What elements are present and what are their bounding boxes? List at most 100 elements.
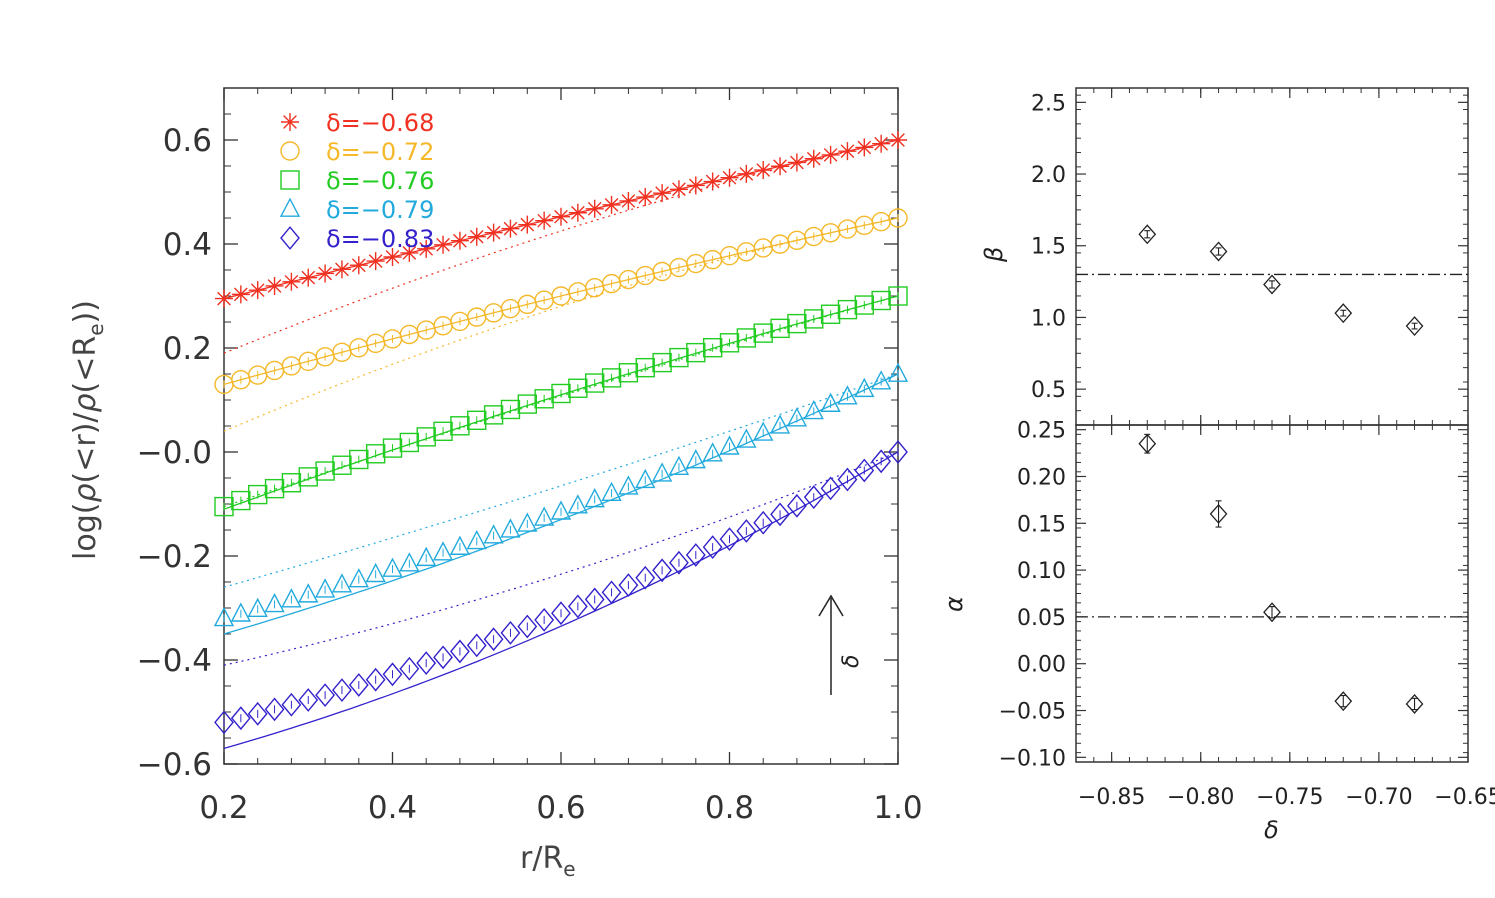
left-xtick-label: 0.2 [199,790,248,826]
delta-arrow-head [818,594,844,617]
ylabel-rho-2: ρ [68,393,103,412]
data-point-marker [618,363,639,383]
data-point-marker [803,485,824,510]
legend-marker [280,170,300,190]
data-point-marker [247,701,268,726]
data-point-marker [652,558,673,583]
diamond-marker [1263,274,1281,295]
data-point-marker [888,208,908,228]
data-point-marker [281,588,302,608]
data-point-marker [433,421,453,442]
data-point-marker [601,481,622,502]
data-point-marker [871,449,892,474]
data-point-marker [466,529,487,550]
left-ylabel: log(ρ(<r)/ρ(<Re)) [68,300,108,560]
legend-label: δ=−0.79 [326,196,434,224]
data-point-marker [652,352,672,373]
right-xtick-label: −0.85 [1078,785,1145,810]
ylabel-part-1: log( [68,503,103,560]
data-point-marker [753,323,773,343]
delta-xlabel: δ [1264,816,1279,844]
ylabel-sub-e: e [84,323,108,335]
data-point-marker [517,394,537,414]
data-point-marker [736,519,757,543]
data-point-marker [786,407,808,427]
model-dotted-curve [223,373,899,588]
data-point-marker [820,476,841,501]
data-point-marker [567,594,588,619]
data-point-marker [804,309,824,329]
data-point-marker [584,587,605,612]
data-point-marker [517,614,538,639]
data-point-marker [281,473,302,493]
data-point-marker [365,444,386,464]
ylabel-part-2: (<r)/ [68,412,103,484]
data-point-marker [837,299,858,320]
data-point-marker [635,565,656,590]
data-point-marker [382,438,403,458]
ylabel-rho-1: ρ [68,483,103,502]
right-ytick-label: 0.25 [1017,419,1066,444]
data-point-marker [382,662,403,687]
right-ytick-label: 0.15 [1017,512,1066,537]
data-point-marker [871,290,891,311]
legend-label: δ=−0.76 [326,167,434,195]
left-xlabel: r/Re [520,841,576,881]
legend-label: δ=−0.83 [326,225,434,253]
data-point-marker [888,440,908,464]
data-point-marker [500,399,521,420]
left-xtick-label: 0.8 [705,790,754,826]
legend-marker [280,226,300,250]
data-point-marker [264,697,285,722]
data-point-marker [450,416,470,436]
right-xtick-label: −0.80 [1167,785,1234,810]
data-point-marker [736,428,757,448]
right-ytick-label: −0.10 [999,746,1066,771]
right-ytick-label: 2.0 [1031,163,1066,188]
data-point-marker [888,286,908,306]
data-point-marker [264,478,285,499]
legend-marker [281,113,299,131]
data-point-marker [348,568,369,588]
data-point-marker [870,370,892,390]
right-ytick-label: 0.05 [1017,606,1066,631]
diamond-marker [1209,503,1228,524]
beta-ylabel: β [980,247,1008,263]
data-point-marker [685,543,706,567]
data-point-marker [315,683,336,707]
data-point-marker [449,639,470,664]
alpha-ylabel: α [940,596,968,612]
data-point-marker [550,500,572,520]
data-point-marker [786,493,807,518]
data-point-marker [467,410,487,431]
data-point-marker [466,633,487,658]
legend-marker [279,197,301,217]
left-ytick-label: 0.2 [163,331,212,367]
model-dotted-curve [223,139,899,354]
data-point-marker [702,337,723,358]
data-point-marker [820,304,841,324]
legend-marker [280,141,300,161]
legend-label: δ=−0.72 [326,138,434,166]
data-point-marker [517,512,538,532]
data-point-marker [685,449,706,469]
data-point-marker [618,475,639,495]
beta-panel: 0.5 1.0 1.5 2.0 2.5 β [980,87,1469,426]
data-point-marker [753,510,774,535]
data-point-marker [837,385,858,405]
right-xtick-label: −0.75 [1256,785,1323,810]
data-point-marker [534,608,555,632]
left-xtick-label: 0.4 [368,790,417,826]
right-ytick-label: 0.5 [1031,378,1066,403]
ylabel-part-3: (<R [68,336,103,394]
data-point-marker [635,468,656,489]
left-ytick-label: −0.0 [137,435,212,471]
data-point-marker [231,490,251,511]
data-point-marker [567,494,589,514]
data-point-marker [770,502,790,527]
alpha-panel: −0.85 −0.80 −0.75 −0.70 −0.65 −0.10 −0.05 0.00 0… [940,419,1495,844]
data-point-marker [635,357,655,378]
data-point-marker [837,467,858,492]
data-point-marker [332,455,352,475]
data-point-marker [483,627,504,652]
